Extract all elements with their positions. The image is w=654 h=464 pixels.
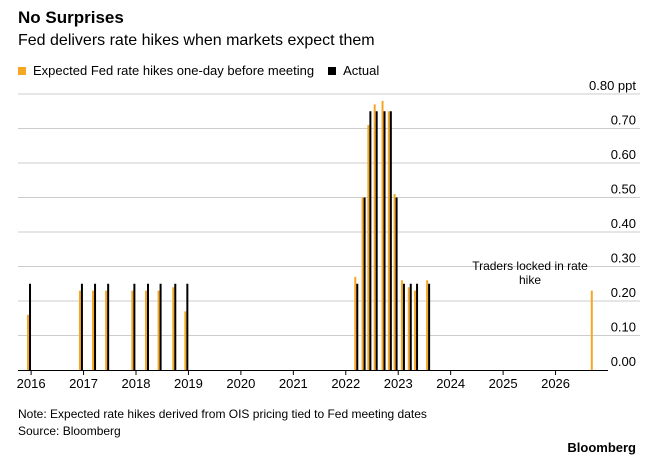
bar-actual — [383, 111, 386, 370]
legend-swatch-actual — [328, 66, 337, 75]
x-tick-label: 2021 — [279, 376, 308, 391]
bar-actual — [389, 111, 392, 370]
bar-expected — [27, 314, 30, 370]
bar-expected — [373, 104, 376, 370]
bar-expected — [426, 280, 429, 370]
bar-expected — [92, 290, 95, 370]
bar-actual — [356, 283, 359, 370]
bar-expected — [78, 290, 81, 370]
y-axis-labels: 0.00 0.10 0.20 0.30 0.40 0.50 0.60 0.70 0.80 ppt — [589, 78, 636, 369]
annotation-line-1: Traders locked in rate — [472, 259, 588, 273]
bar-actual — [133, 283, 136, 370]
legend-label-actual: Actual — [343, 63, 380, 78]
bar-actual — [416, 283, 419, 370]
y-tick-label: 0.20 — [611, 285, 636, 300]
bar-expected — [354, 276, 357, 370]
bar-expected — [184, 311, 187, 370]
footer-notes: Note: Expected rate hikes derived from O… — [18, 406, 427, 440]
bar-actual — [369, 111, 372, 370]
bar-actual — [29, 283, 32, 370]
x-tick-label: 2017 — [69, 376, 98, 391]
bar-expected — [400, 280, 403, 370]
x-tick-label: 2025 — [489, 376, 518, 391]
bar-actual — [94, 283, 97, 370]
bar-actual — [402, 283, 405, 370]
annotation-line-2: hike — [519, 273, 541, 287]
bar-actual — [395, 197, 398, 370]
bar-expected — [590, 290, 593, 370]
bar-actual — [428, 283, 431, 370]
y-tick-label: 0.30 — [611, 251, 636, 266]
x-tick-label: 2020 — [226, 376, 255, 391]
x-axis: 2016 2017 2018 2019 2020 2021 2022 2023 2024 2025… — [17, 370, 608, 391]
bar-actual — [107, 283, 110, 370]
footer-note: Note: Expected rate hikes derived from O… — [18, 407, 427, 421]
x-tick-label: 2019 — [174, 376, 203, 391]
bar-expected — [145, 290, 148, 370]
bar-expected — [361, 197, 364, 370]
y-tick-label: 0.00 — [611, 354, 636, 369]
legend: Expected Fed rate hikes one-day before m… — [18, 63, 393, 78]
chart-title: No Surprises — [18, 8, 124, 27]
y-tick-label: 0.10 — [611, 320, 636, 335]
y-tick-label: 0.40 — [611, 216, 636, 231]
gridlines — [18, 93, 640, 336]
footer-source: Source: Bloomberg — [18, 424, 121, 438]
bar-actual — [186, 283, 189, 370]
bar-expected — [105, 290, 108, 370]
bar-actual — [174, 283, 177, 370]
x-tick-label: 2024 — [436, 376, 465, 391]
bar-expected — [387, 111, 390, 370]
y-tick-label: 0.70 — [611, 113, 636, 128]
bar-actual — [159, 283, 162, 370]
legend-swatch-expected — [18, 66, 26, 75]
bar-actual — [147, 283, 150, 370]
bar-actual — [363, 197, 366, 370]
bars — [27, 100, 593, 371]
x-tick-label: 2026 — [541, 376, 570, 391]
y-tick-label: 0.50 — [611, 182, 636, 197]
x-tick-label: 2016 — [17, 376, 46, 391]
x-tick-label: 2022 — [331, 376, 360, 391]
bar-expected — [407, 287, 410, 370]
bar-expected — [367, 125, 370, 370]
y-tick-label: 0.80 ppt — [589, 78, 636, 93]
legend-item-actual: Actual — [328, 63, 379, 78]
bar-expected — [414, 290, 417, 370]
bar-expected — [381, 100, 384, 371]
x-tick-label: 2023 — [384, 376, 413, 391]
legend-item-expected: Expected Fed rate hikes one-day before m… — [18, 63, 314, 78]
x-tick-label: 2018 — [122, 376, 151, 391]
bar-expected — [157, 290, 160, 370]
bar-expected — [393, 194, 396, 370]
y-tick-label: 0.60 — [611, 147, 636, 162]
chart-subtitle: Fed delivers rate hikes when markets exp… — [18, 32, 375, 49]
bar-expected — [172, 287, 175, 370]
annotation: Traders locked in rate hike — [472, 259, 588, 287]
bar-expected — [131, 290, 134, 370]
bar-actual — [375, 111, 378, 370]
brand-logo: Bloomberg — [567, 440, 636, 455]
legend-label-expected: Expected Fed rate hikes one-day before m… — [33, 63, 315, 78]
bar-actual — [409, 283, 412, 370]
bar-actual — [80, 283, 83, 370]
